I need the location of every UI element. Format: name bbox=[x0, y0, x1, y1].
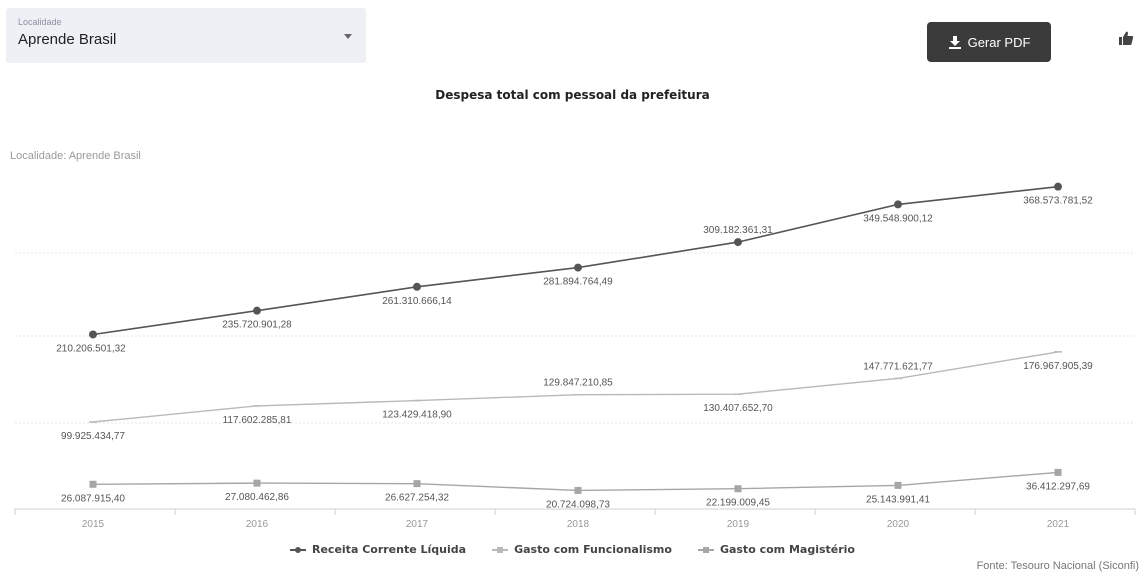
data-point bbox=[894, 481, 902, 489]
data-point bbox=[734, 485, 742, 493]
data-label: 349.548.900,12 bbox=[863, 213, 933, 224]
data-label: 261.310.666,14 bbox=[382, 296, 452, 307]
legend-marker-icon bbox=[492, 546, 509, 553]
thumbs-up-icon[interactable] bbox=[1118, 30, 1134, 46]
location-select[interactable]: Localidade Aprende Brasil bbox=[6, 8, 366, 63]
download-icon bbox=[948, 36, 961, 49]
data-label: 129.847.210,85 bbox=[543, 378, 613, 389]
chart-title: Despesa total com pessoal da prefeitura bbox=[435, 88, 710, 102]
data-label: 147.771.621,77 bbox=[863, 361, 933, 372]
data-point bbox=[253, 306, 261, 315]
data-label: 20.724.098,73 bbox=[546, 499, 610, 510]
data-point bbox=[89, 480, 97, 488]
legend-item[interactable]: Gasto com Funcionalismo bbox=[492, 543, 672, 556]
x-tick-label: 2019 bbox=[727, 519, 750, 530]
location-select-value: Aprende Brasil bbox=[18, 31, 117, 48]
data-point bbox=[574, 263, 582, 272]
source-note: Fonte: Tesouro Nacional (Siconfi) bbox=[976, 560, 1139, 572]
x-tick-label: 2015 bbox=[82, 519, 105, 530]
data-label: 26.087.915,40 bbox=[61, 493, 125, 504]
data-point bbox=[894, 200, 902, 209]
generate-pdf-label: Gerar PDF bbox=[967, 34, 1031, 50]
location-select-label: Localidade bbox=[18, 17, 62, 27]
data-point bbox=[574, 486, 582, 494]
generate-pdf-button[interactable]: Gerar PDF bbox=[927, 22, 1051, 62]
x-tick-label: 2017 bbox=[406, 519, 429, 530]
data-point bbox=[1054, 182, 1062, 191]
data-point bbox=[89, 330, 97, 339]
x-tick-label: 2016 bbox=[246, 519, 269, 530]
legend-label: Gasto com Funcionalismo bbox=[514, 543, 672, 556]
data-label: 99.925.434,77 bbox=[61, 431, 125, 442]
data-label: 117.602.285,81 bbox=[223, 415, 292, 426]
legend-marker-shape bbox=[702, 546, 709, 553]
legend-marker-icon bbox=[290, 546, 306, 553]
data-point bbox=[413, 282, 421, 291]
legend-marker-shape bbox=[497, 546, 504, 553]
data-label: 368.573.781,52 bbox=[1023, 196, 1093, 207]
legend-marker-shape bbox=[295, 546, 301, 553]
data-point bbox=[413, 480, 421, 488]
legend-marker-icon bbox=[697, 546, 714, 553]
data-label: 235.720.901,28 bbox=[222, 320, 292, 331]
legend-item[interactable]: Receita Corrente Líquida bbox=[290, 543, 466, 556]
data-label: 210.206.501,32 bbox=[56, 343, 126, 354]
data-point bbox=[734, 238, 742, 247]
legend-item[interactable]: Gasto com Magistério bbox=[697, 543, 855, 556]
data-label: 36.412.297,69 bbox=[1026, 481, 1090, 492]
x-tick-label: 2020 bbox=[887, 519, 910, 530]
chart-subtitle: Localidade: Aprende Brasil bbox=[10, 150, 141, 162]
x-tick-label: 2018 bbox=[567, 519, 590, 530]
data-label: 176.967.905,39 bbox=[1023, 361, 1093, 372]
data-label: 27.080.462,86 bbox=[225, 492, 289, 503]
legend-label: Receita Corrente Líquida bbox=[312, 543, 467, 556]
data-label: 26.627.254,32 bbox=[385, 493, 449, 504]
legend-label: Gasto com Magistério bbox=[719, 543, 855, 556]
data-label: 130.407.652,70 bbox=[703, 403, 773, 414]
chart-legend: Receita Corrente Líquida Gasto com Funcio… bbox=[0, 543, 1145, 556]
data-label: 309.182.361,31 bbox=[703, 225, 773, 236]
data-label: 25.143.991,41 bbox=[866, 494, 930, 505]
x-tick-label: 2021 bbox=[1047, 519, 1070, 530]
data-point bbox=[253, 479, 261, 487]
series-line bbox=[92, 185, 1059, 336]
data-label: 281.894.764,49 bbox=[543, 277, 613, 288]
data-label: 123.429.418,90 bbox=[382, 410, 452, 421]
data-point bbox=[1054, 468, 1062, 476]
data-label: 22.199.009,45 bbox=[706, 498, 770, 509]
chevron-down-icon bbox=[344, 34, 352, 39]
